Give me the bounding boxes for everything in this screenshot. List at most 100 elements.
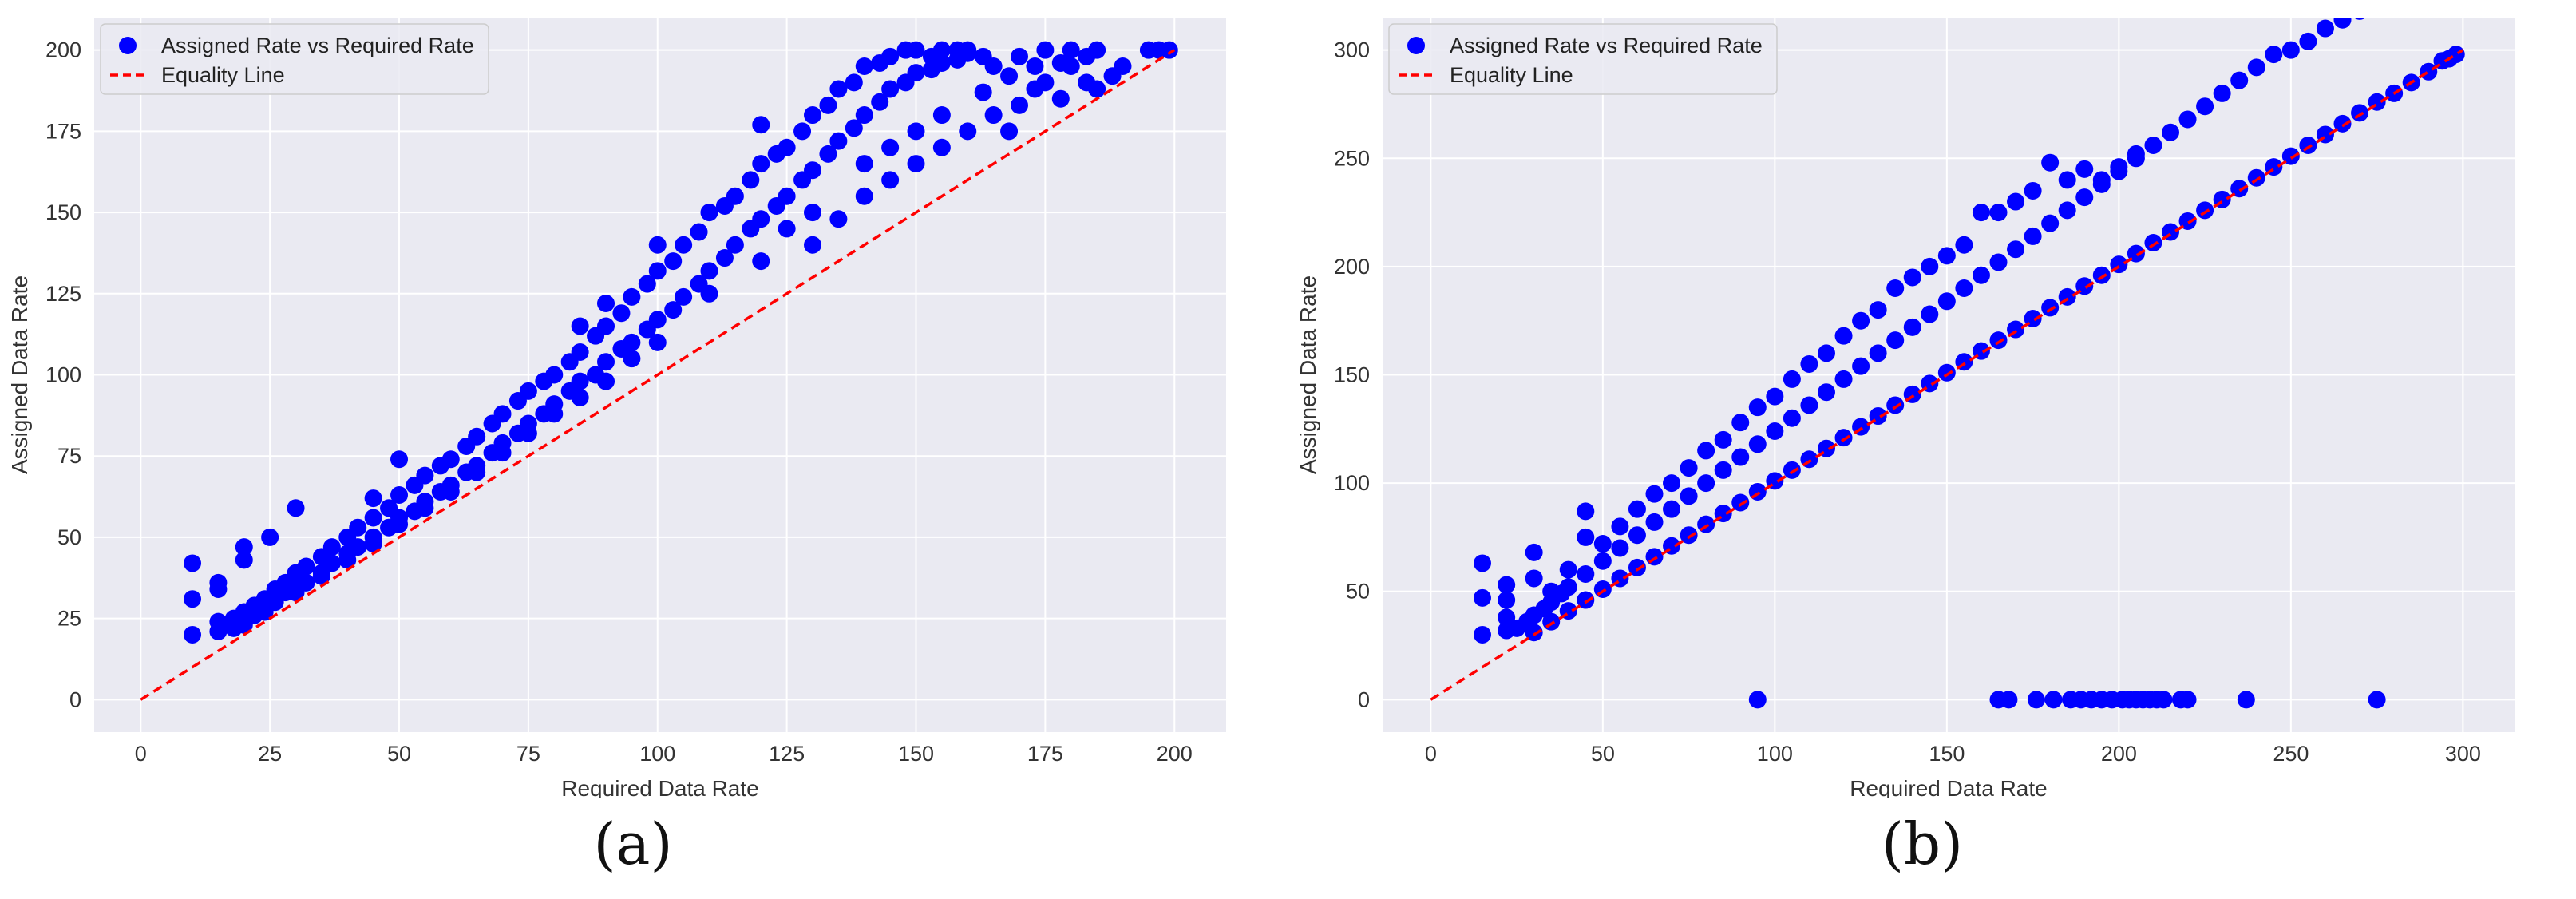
scatter-point bbox=[664, 301, 683, 319]
scatter-point bbox=[1937, 363, 1956, 382]
scatter-point bbox=[468, 463, 486, 481]
scatter-point bbox=[1697, 442, 1715, 460]
caption-a: (a) bbox=[593, 810, 673, 877]
scatter-point bbox=[1748, 435, 1767, 453]
scatter-point bbox=[1955, 279, 1973, 298]
equality-line bbox=[140, 49, 1176, 701]
scatter-point bbox=[1748, 398, 1767, 417]
scatter-point bbox=[819, 96, 837, 114]
scatter-point bbox=[1062, 41, 1080, 59]
scatter-point bbox=[2237, 691, 2255, 709]
scatter-point bbox=[1026, 57, 1044, 76]
scatter-point bbox=[1921, 257, 1939, 275]
scatter-point bbox=[1663, 500, 1681, 518]
scatter-point bbox=[793, 122, 812, 141]
chart-panel-a: 0 25 50 75 100 125 150 175 200 0 25 50 75 100 125 150 17… bbox=[0, 0, 1288, 798]
scatter-point bbox=[700, 284, 718, 303]
scatter-point bbox=[2161, 123, 2179, 141]
scatter-point bbox=[819, 145, 837, 163]
scatter-point bbox=[1628, 558, 1646, 576]
scatter-point bbox=[959, 41, 977, 59]
scatter-point bbox=[1937, 247, 1956, 265]
scatter-point bbox=[2092, 266, 2111, 284]
scatter-point bbox=[829, 210, 848, 228]
scatter-point bbox=[1731, 414, 1750, 432]
y-tick-label: 50 bbox=[57, 525, 81, 549]
scatter-point bbox=[1886, 331, 1905, 350]
scatter-point bbox=[959, 122, 977, 141]
scatter-point bbox=[1611, 517, 1629, 536]
scatter-point bbox=[1697, 515, 1715, 533]
scatter-point bbox=[364, 535, 382, 553]
scatter-point bbox=[571, 317, 589, 335]
scatter-point bbox=[804, 161, 822, 180]
scatter-point bbox=[2178, 110, 2197, 129]
y-tick-label: 125 bbox=[46, 282, 81, 306]
scatter-point bbox=[1869, 344, 1887, 362]
scatter-point bbox=[1000, 67, 1019, 85]
scatter-point bbox=[1834, 370, 1853, 388]
scatter-point bbox=[2007, 192, 2025, 211]
scatter-point bbox=[1989, 331, 2008, 350]
scatter-point bbox=[1525, 543, 1543, 561]
scatter-point bbox=[597, 317, 615, 335]
scatter-point bbox=[322, 538, 341, 556]
scatter-point bbox=[700, 204, 718, 222]
legend-label-points: Assigned Rate vs Required Rate bbox=[161, 34, 474, 57]
legend: Assigned Rate vs Required Rate Equality L… bbox=[1388, 23, 1778, 95]
scatter-point bbox=[545, 405, 564, 423]
scatter-point bbox=[778, 220, 796, 238]
scatter-point bbox=[2230, 180, 2249, 198]
scatter-point bbox=[1011, 47, 1029, 65]
scatter-point bbox=[881, 47, 900, 65]
scatter-point bbox=[1036, 41, 1055, 59]
scatter-point bbox=[829, 132, 848, 150]
scatter-point bbox=[1921, 305, 1939, 323]
scatter-point bbox=[209, 612, 228, 631]
scatter-point bbox=[1473, 588, 1491, 607]
scatter-point bbox=[1834, 327, 1853, 345]
scatter-point bbox=[519, 424, 537, 442]
scatter-point bbox=[2058, 171, 2076, 189]
scatter-point bbox=[312, 567, 330, 585]
scatter-point bbox=[2041, 153, 2060, 172]
scatter-point bbox=[2368, 0, 2386, 11]
scatter-point bbox=[322, 554, 341, 572]
scatter-point bbox=[845, 73, 863, 92]
scatter-point bbox=[2127, 145, 2145, 163]
scatter-point bbox=[984, 106, 1003, 125]
scatter-point bbox=[2075, 188, 2094, 207]
scatter-point bbox=[984, 57, 1003, 76]
scatter-point bbox=[778, 138, 796, 156]
scatter-point bbox=[778, 187, 796, 205]
data-layer bbox=[140, 41, 1178, 701]
x-axis-label: Required Data Rate bbox=[561, 776, 758, 798]
scatter-point bbox=[1680, 459, 1698, 477]
scatter-point bbox=[364, 489, 382, 508]
scatter-point bbox=[1051, 89, 1070, 108]
scatter-point bbox=[597, 353, 615, 371]
scatter-point bbox=[1011, 96, 1029, 114]
scatter-point bbox=[416, 466, 434, 485]
scatter-point bbox=[2351, 104, 2369, 122]
scatter-point bbox=[2333, 114, 2352, 133]
scatter-point bbox=[932, 106, 951, 125]
scatter-point bbox=[1559, 578, 1577, 596]
scatter-point bbox=[1989, 253, 2008, 271]
scatter-point bbox=[1498, 576, 1516, 594]
scatter-point bbox=[1766, 422, 1784, 441]
scatter-point bbox=[881, 138, 900, 156]
x-tick-label: 300 bbox=[2445, 742, 2481, 766]
legend-label-line: Equality Line bbox=[1450, 63, 1573, 87]
scatter-point bbox=[932, 53, 951, 72]
scatter-plot-a: 0 25 50 75 100 125 150 175 200 0 25 50 75 100 125 150 17… bbox=[7, 18, 1226, 798]
scatter-point bbox=[261, 528, 279, 546]
scatter-point bbox=[932, 138, 951, 156]
y-tick-label: 75 bbox=[57, 444, 81, 468]
scatter-point bbox=[2007, 240, 2025, 259]
scatter-point bbox=[545, 366, 564, 384]
scatter-point bbox=[2024, 227, 2042, 245]
scatter-point bbox=[648, 262, 667, 280]
scatter-point bbox=[416, 499, 434, 517]
scatter-point bbox=[1869, 301, 1887, 319]
